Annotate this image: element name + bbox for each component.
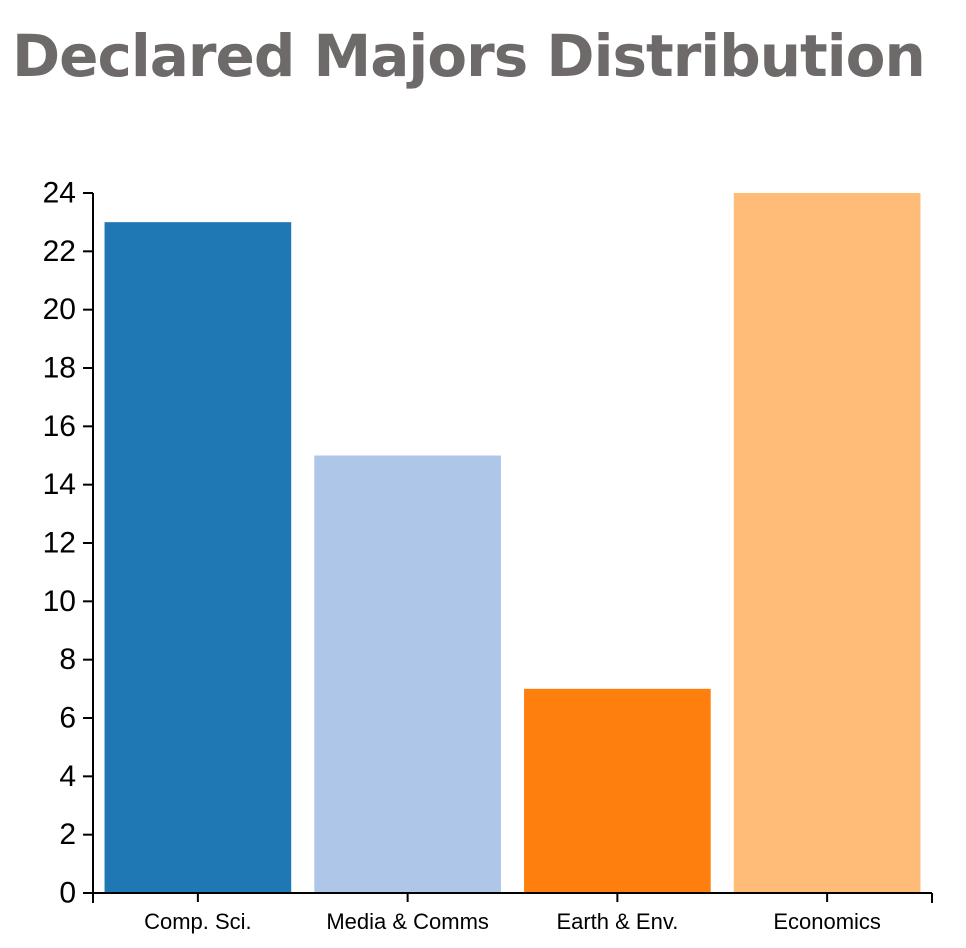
y-tick-label: 6	[59, 702, 76, 735]
y-tick-label: 4	[59, 760, 76, 793]
y-tick-label: 12	[43, 527, 76, 560]
bar	[104, 222, 292, 893]
y-tick-label: 24	[43, 177, 76, 210]
y-tick-label: 18	[43, 352, 76, 385]
y-tick-label: 10	[43, 585, 76, 618]
chart-title: Declared Majors Distribution	[12, 22, 926, 90]
x-tick-label: Media & Comms	[326, 909, 489, 934]
bar	[524, 688, 711, 893]
y-tick-label: 8	[59, 643, 76, 676]
bar	[733, 193, 921, 893]
y-tick-label: 16	[43, 410, 76, 443]
y-tick-label: 2	[59, 818, 76, 851]
bar	[314, 455, 501, 893]
y-tick-label: 14	[43, 468, 76, 501]
x-tick-label: Comp. Sci.	[144, 909, 252, 934]
x-tick-label: Economics	[773, 909, 881, 934]
y-tick-label: 20	[43, 293, 76, 326]
x-tick-label: Earth & Env.	[556, 909, 678, 934]
y-tick-label: 22	[43, 235, 76, 268]
bars-group	[104, 193, 921, 893]
x-axis: Comp. Sci. Media & Comms Earth & Env. Econo…	[92, 892, 933, 934]
y-tick-label: 0	[59, 877, 76, 910]
